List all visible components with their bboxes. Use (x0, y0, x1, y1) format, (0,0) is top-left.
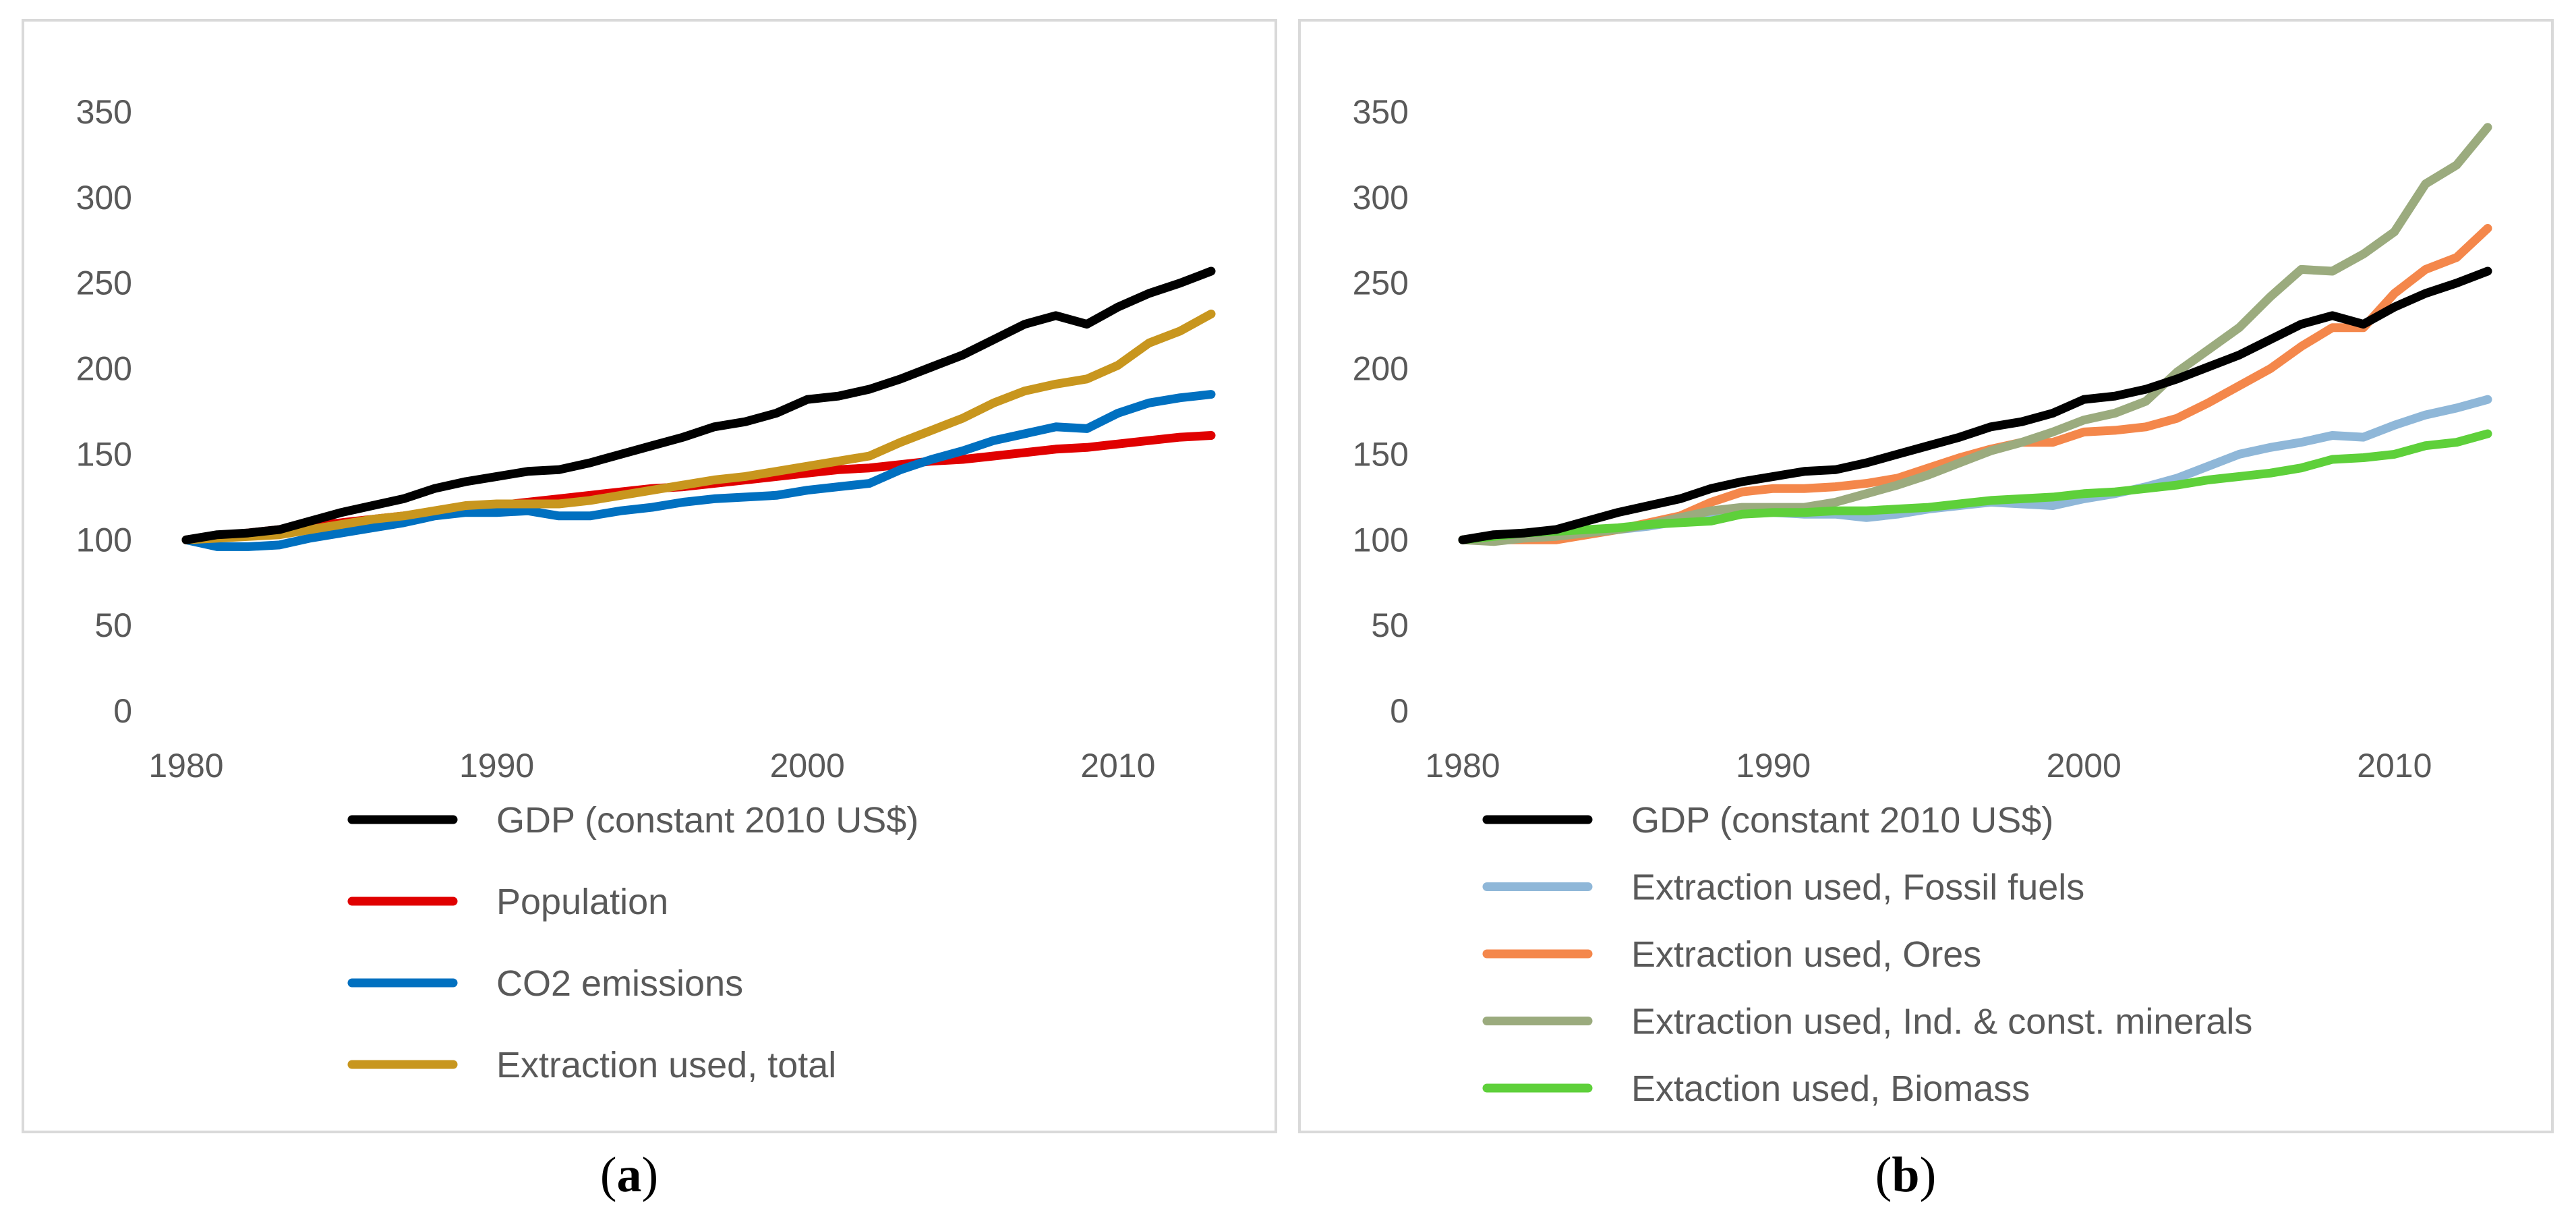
y-tick-label: 300 (76, 179, 132, 217)
legend-label: Extaction used, Biomass (1631, 1069, 2030, 1109)
y-tick-label: 150 (1353, 435, 1409, 473)
y-tick-label: 200 (76, 350, 132, 388)
y-tick-label: 100 (1353, 521, 1409, 559)
series-line-extraction-used-ind-const-minerals (1458, 123, 2492, 546)
y-tick-label: 0 (113, 692, 132, 730)
x-tick-label: 1990 (1736, 747, 1811, 785)
y-tick-label: 100 (76, 521, 132, 559)
y-tick-label: 0 (1390, 692, 1409, 730)
legend-label: CO2 emissions (496, 963, 743, 1004)
x-tick-label: 1980 (1425, 747, 1500, 785)
x-tick-label: 2010 (1080, 747, 1155, 785)
legend-label: GDP (constant 2010 US$) (1631, 800, 2053, 841)
y-tick-label: 250 (76, 264, 132, 302)
y-tick-label: 150 (76, 435, 132, 473)
legend-label: Extraction used, total (496, 1045, 836, 1085)
x-tick-label: 2000 (770, 747, 845, 785)
y-tick-label: 50 (1371, 606, 1409, 644)
series-line-extraction-used-total (181, 309, 1216, 544)
legend-label: Extraction used, Fossil fuels (1631, 868, 2084, 908)
y-tick-label: 300 (1353, 179, 1409, 217)
y-tick-label: 250 (1353, 264, 1409, 302)
x-tick-label: 2010 (2357, 747, 2432, 785)
chart-panel-a: 0 50 100 150 200 250 300 350 1980 1990 2000 2010 GDP… (22, 19, 1277, 1133)
series-line-gdp-constant-2010-us (1458, 266, 2492, 544)
chart-a: 0 50 100 150 200 250 300 350 1980 1990 2000 2010 GDP… (76, 93, 1216, 1085)
caption-b: (b) (1875, 1147, 1937, 1203)
legend-label: GDP (constant 2010 US$) (496, 800, 918, 841)
x-tick-label: 2000 (2047, 747, 2121, 785)
y-tick-label: 50 (94, 606, 132, 644)
legend-label: Extraction used, Ind. & const. minerals (1631, 1002, 2252, 1042)
chart-panel-b: 0 50 100 150 200 250 300 350 1980 1990 2000 2010 GDP… (1298, 19, 2554, 1133)
legend-label: Population (496, 882, 668, 922)
y-tick-label: 200 (1353, 350, 1409, 388)
y-tick-label: 350 (1353, 93, 1409, 131)
caption-a: (a) (599, 1147, 659, 1203)
x-tick-label: 1990 (459, 747, 534, 785)
series-line-co2-emissions (181, 390, 1216, 551)
series-line-extraction-used-fossil-fuels (1458, 395, 2492, 544)
y-tick-label: 350 (76, 93, 132, 131)
x-tick-label: 1980 (148, 747, 223, 785)
series-line-extaction-used-biomass (1458, 429, 2492, 544)
series-line-gdp-constant-2010-us (181, 266, 1216, 544)
chart-b: 0 50 100 150 200 250 300 350 1980 1990 2000 2010 GDP… (1353, 93, 2492, 1109)
legend-label: Extraction used, Ores (1631, 934, 1981, 975)
